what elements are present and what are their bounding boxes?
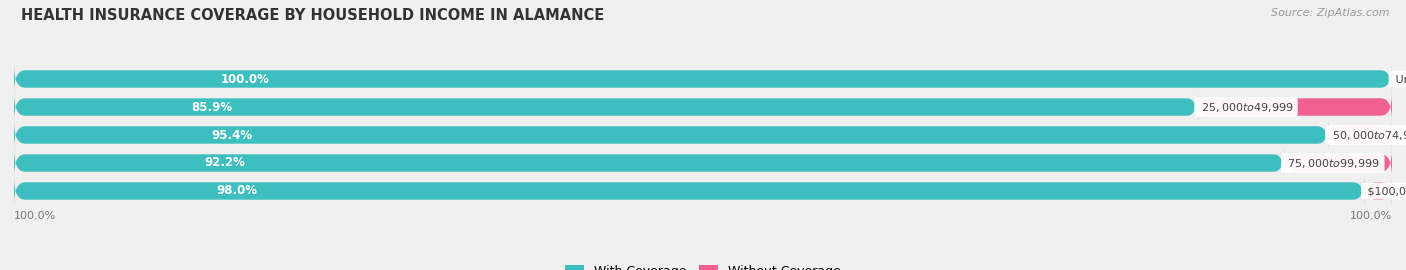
FancyBboxPatch shape <box>14 177 1392 205</box>
Text: 95.4%: 95.4% <box>211 129 252 141</box>
Text: $100,000 and over: $100,000 and over <box>1364 186 1406 196</box>
Text: Under $25,000: Under $25,000 <box>1392 74 1406 84</box>
Text: 92.2%: 92.2% <box>205 157 246 170</box>
FancyBboxPatch shape <box>14 65 1392 93</box>
FancyBboxPatch shape <box>1285 149 1392 177</box>
FancyBboxPatch shape <box>14 149 1392 177</box>
FancyBboxPatch shape <box>1198 93 1392 121</box>
Text: $75,000 to $99,999: $75,000 to $99,999 <box>1285 157 1381 170</box>
Text: 85.9%: 85.9% <box>191 100 233 113</box>
Text: HEALTH INSURANCE COVERAGE BY HOUSEHOLD INCOME IN ALAMANCE: HEALTH INSURANCE COVERAGE BY HOUSEHOLD I… <box>21 8 605 23</box>
Text: Source: ZipAtlas.com: Source: ZipAtlas.com <box>1271 8 1389 18</box>
FancyBboxPatch shape <box>1364 177 1392 205</box>
Text: $50,000 to $74,999: $50,000 to $74,999 <box>1329 129 1406 141</box>
Text: $25,000 to $49,999: $25,000 to $49,999 <box>1198 100 1295 113</box>
Text: 100.0%: 100.0% <box>14 211 56 221</box>
Text: 98.0%: 98.0% <box>217 184 257 197</box>
Text: 100.0%: 100.0% <box>221 73 270 86</box>
Text: 100.0%: 100.0% <box>1350 211 1392 221</box>
FancyBboxPatch shape <box>1329 121 1392 149</box>
FancyBboxPatch shape <box>14 149 1285 177</box>
FancyBboxPatch shape <box>14 121 1329 149</box>
FancyBboxPatch shape <box>14 93 1198 121</box>
FancyBboxPatch shape <box>14 65 1392 93</box>
FancyBboxPatch shape <box>14 93 1392 121</box>
FancyBboxPatch shape <box>14 121 1392 149</box>
Legend: With Coverage, Without Coverage: With Coverage, Without Coverage <box>561 260 845 270</box>
FancyBboxPatch shape <box>14 177 1364 205</box>
